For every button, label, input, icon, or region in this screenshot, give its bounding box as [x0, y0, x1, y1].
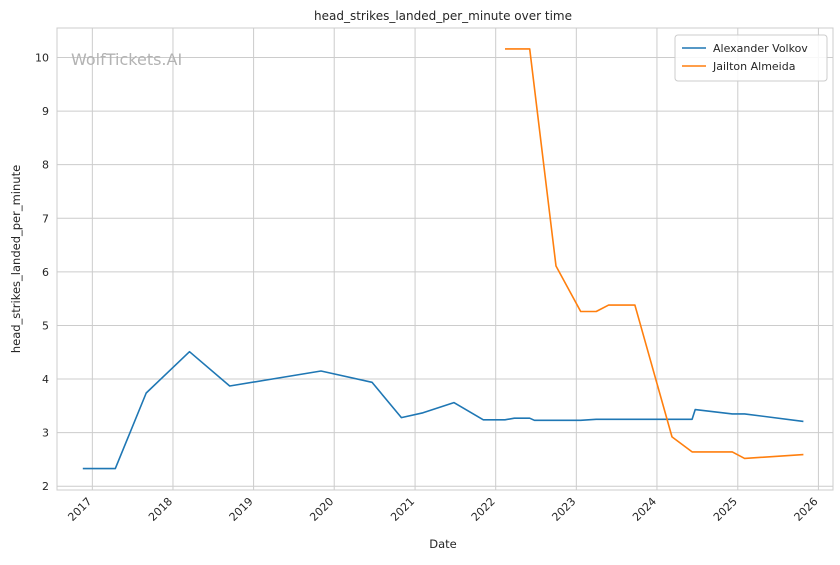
series-line-1 — [82, 350, 804, 470]
x-tick-label: 2020 — [307, 495, 336, 524]
y-tick-label: 7 — [42, 212, 49, 225]
x-tick-label: 2025 — [711, 495, 740, 524]
y-tick-label: 2 — [42, 480, 49, 493]
x-tick-label: 2019 — [227, 495, 256, 524]
y-tick-label: 5 — [42, 319, 49, 332]
watermark: WolfTickets.AI — [71, 50, 182, 69]
chart-title: head_strikes_landed_per_minute over time — [314, 9, 572, 23]
x-tick-label: 2021 — [388, 495, 417, 524]
x-tick-label: 2017 — [65, 495, 94, 524]
x-axis-label: Date — [429, 537, 457, 551]
y-tick-label: 4 — [42, 373, 49, 386]
y-axis-ticks: 2 3 4 5 6 7 8 9 10 — [35, 51, 49, 493]
y-tick-label: 9 — [42, 105, 49, 118]
plot-area — [56, 27, 834, 491]
series-line-2 — [505, 48, 804, 460]
y-tick-label: 6 — [42, 266, 49, 279]
y-tick-label: 10 — [35, 51, 49, 64]
legend-entry: Alexander Volkov — [713, 42, 808, 55]
y-tick-label: 3 — [42, 427, 49, 440]
x-tick-label: 2023 — [549, 495, 578, 524]
x-tick-label: 2024 — [630, 495, 659, 524]
x-tick-label: 2022 — [469, 495, 498, 524]
legend-box — [674, 34, 828, 82]
y-axis-label: head_strikes_landed_per_minute — [9, 165, 23, 353]
y-tick-label: 8 — [42, 159, 49, 172]
x-axis-ticks: 2017 2018 2019 2020 2021 2022 2023 2024 2025 2026 — [65, 495, 820, 524]
legend-entry: Jailton Almeida — [712, 60, 795, 73]
x-tick-label: 2026 — [792, 495, 821, 524]
series-lines — [82, 48, 804, 470]
grid — [57, 28, 833, 490]
legend: Alexander Volkov Jailton Almeida — [674, 34, 828, 82]
x-tick-label: 2018 — [146, 495, 175, 524]
